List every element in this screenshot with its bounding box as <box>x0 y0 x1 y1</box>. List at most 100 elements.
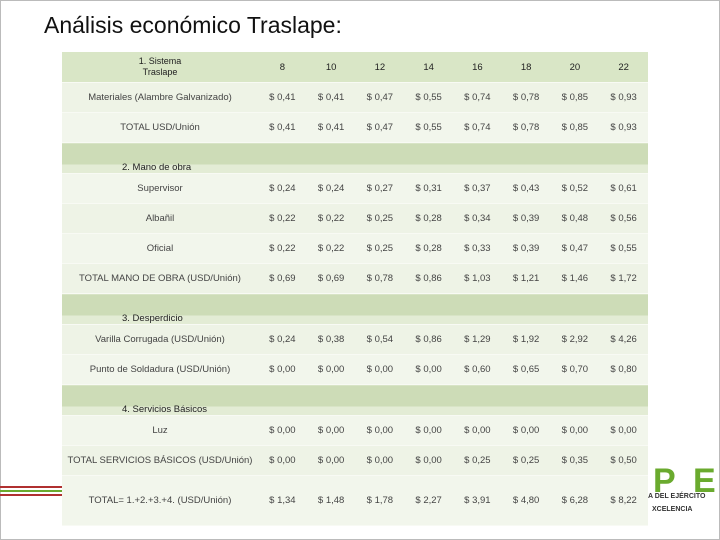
cost-cell: $ 0,93 <box>599 82 648 113</box>
row-label: Supervisor <box>62 173 258 204</box>
cost-cell: $ 0,41 <box>306 112 356 143</box>
header-row: 1. Sistema Traslape 8 10 12 14 16 18 20 22 <box>62 52 648 83</box>
data-row: Albañil $ 0,22 $ 0,22 $ 0,25 $ 0,28 $ 0,34 $ 0… <box>62 203 648 234</box>
cost-cell: $ 0,27 <box>355 173 405 204</box>
section-label: 2. Mano de obra <box>62 142 648 174</box>
row-label: Varilla Corrugada (USD/Unión) <box>62 324 258 355</box>
cost-cell: $ 0,34 <box>453 203 502 234</box>
cost-cell: $ 0,52 <box>550 173 600 204</box>
row-label: Punto de Soldadura (USD/Unión) <box>62 354 258 385</box>
cost-cell: $ 0,69 <box>258 263 307 294</box>
cost-cell: $ 0,00 <box>355 354 405 385</box>
cost-cell: $ 1,46 <box>550 263 600 294</box>
logo-letter: E <box>693 462 716 500</box>
cost-cell: $ 0,00 <box>258 415 307 446</box>
row-label: Albañil <box>62 203 258 234</box>
cost-cell: $ 2,92 <box>550 324 600 355</box>
row-label: Materiales (Alambre Galvanizado) <box>62 82 258 113</box>
cost-cell: $ 0,70 <box>550 354 600 385</box>
row-label: Oficial <box>62 233 258 264</box>
cost-cell: $ 0,00 <box>258 354 307 385</box>
cost-cell: $ 0,00 <box>550 415 600 446</box>
data-row: Oficial $ 0,22 $ 0,22 $ 0,25 $ 0,28 $ 0,33 $ 0… <box>62 233 648 264</box>
header-cell: 10 <box>306 52 356 83</box>
cost-cell: $ 0,78 <box>501 82 551 113</box>
cost-cell: $ 0,41 <box>258 112 307 143</box>
cost-cell: $ 0,56 <box>599 203 648 234</box>
data-row: Materiales (Alambre Galvanizado) $ 0,41 $ … <box>62 82 648 113</box>
cost-cell: $ 0,28 <box>404 233 453 264</box>
cost-cell: $ 0,38 <box>306 324 356 355</box>
section-label: 4. Servicios Básicos <box>62 384 648 416</box>
cost-cell: $ 0,86 <box>404 324 453 355</box>
cost-cell: $ 0,78 <box>355 263 405 294</box>
cost-cell: $ 1,03 <box>453 263 502 294</box>
cost-cell: $ 0,24 <box>258 173 307 204</box>
header-cell: 16 <box>453 52 502 83</box>
cost-cell: $ 0,00 <box>453 415 502 446</box>
cost-cell: $ 0,00 <box>404 445 453 476</box>
cost-cell: $ 0,74 <box>453 112 502 143</box>
data-row: TOTAL USD/Unión $ 0,41 $ 0,41 $ 0,47 $ 0,55 $… <box>62 112 648 143</box>
data-row: Varilla Corrugada (USD/Unión) $ 0,24 $ 0,3… <box>62 324 648 355</box>
cost-cell: $ 0,00 <box>306 445 356 476</box>
row-label: TOTAL SERVICIOS BÁSICOS (USD/Unión) <box>62 445 258 476</box>
cost-cell: $ 0,55 <box>404 82 453 113</box>
logo-text: A DEL EJÉRCITO <box>648 493 706 500</box>
cost-cell: $ 0,86 <box>404 263 453 294</box>
cost-cell: $ 0,00 <box>306 354 356 385</box>
cost-cell: $ 1,34 <box>258 475 307 526</box>
cost-cell: $ 0,24 <box>306 173 356 204</box>
cost-cell: $ 0,25 <box>355 203 405 234</box>
header-cell: 8 <box>258 52 307 83</box>
data-row: Supervisor $ 0,24 $ 0,24 $ 0,27 $ 0,31 $ 0,37… <box>62 173 648 204</box>
row-label: TOTAL USD/Unión <box>62 112 258 143</box>
cost-cell: $ 0,43 <box>501 173 551 204</box>
cost-cell: $ 0,00 <box>258 445 307 476</box>
logo-text: XCELENCIA <box>652 506 693 513</box>
cost-cell: $ 0,50 <box>599 445 648 476</box>
cost-cell: $ 0,39 <box>501 233 551 264</box>
cost-cell: $ 0,22 <box>306 203 356 234</box>
cost-cell: $ 0,93 <box>599 112 648 143</box>
cost-cell: $ 0,85 <box>550 82 600 113</box>
cost-cell: $ 4,80 <box>501 475 551 526</box>
section-row: 4. Servicios Básicos <box>62 384 648 416</box>
header-cell: 12 <box>355 52 405 83</box>
cost-cell: $ 0,00 <box>355 445 405 476</box>
cost-cell: $ 8,22 <box>599 475 648 526</box>
row-label: TOTAL MANO DE OBRA (USD/Unión) <box>62 263 258 294</box>
cost-cell: $ 0,00 <box>355 415 405 446</box>
cost-cell: $ 0,54 <box>355 324 405 355</box>
cost-cell: $ 0,33 <box>453 233 502 264</box>
decor-line <box>0 490 62 492</box>
cost-cell: $ 0,60 <box>453 354 502 385</box>
cost-cell: $ 0,74 <box>453 82 502 113</box>
header-label: 1. Sistema Traslape <box>138 56 182 77</box>
cost-cell: $ 1,21 <box>501 263 551 294</box>
cost-cell: $ 0,39 <box>501 203 551 234</box>
cost-cell: $ 0,24 <box>258 324 307 355</box>
cost-cell: $ 0,22 <box>258 203 307 234</box>
decor-line <box>0 486 62 488</box>
cost-cell: $ 1,48 <box>306 475 356 526</box>
cost-cell: $ 0,69 <box>306 263 356 294</box>
cost-cell: $ 0,80 <box>599 354 648 385</box>
cost-cell: $ 0,41 <box>258 82 307 113</box>
section-row: 2. Mano de obra <box>62 142 648 174</box>
cost-cell: $ 1,72 <box>599 263 648 294</box>
cost-cell: $ 0,28 <box>404 203 453 234</box>
cost-cell: $ 6,28 <box>550 475 600 526</box>
cost-table: 1. Sistema Traslape 8 10 12 14 16 18 20 22 Materi… <box>62 52 648 526</box>
decor-line <box>0 494 62 496</box>
cost-cell: $ 0,41 <box>306 82 356 113</box>
cost-cell: $ 0,61 <box>599 173 648 204</box>
data-row: Punto de Soldadura (USD/Unión) $ 0,00 $ 0,… <box>62 354 648 385</box>
cost-cell: $ 0,25 <box>501 445 551 476</box>
cost-cell: $ 0,65 <box>501 354 551 385</box>
cost-cell: $ 0,00 <box>404 415 453 446</box>
header-cell: 20 <box>550 52 600 83</box>
cost-cell: $ 3,91 <box>453 475 502 526</box>
